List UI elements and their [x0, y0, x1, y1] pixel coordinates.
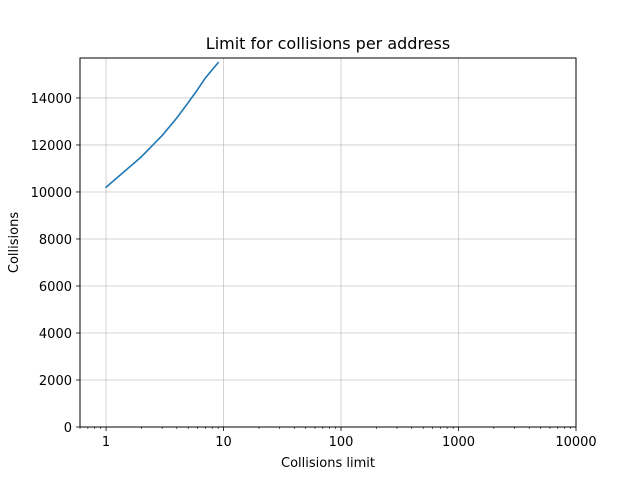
y-tick-label: 10000 [31, 186, 72, 201]
x-tick-label: 10000 [555, 435, 596, 450]
plot-frame [79, 57, 577, 428]
y-tick-label: 2000 [39, 374, 72, 389]
y-tick-label: 8000 [39, 233, 72, 248]
series-layer [104, 61, 220, 189]
y-tick-label: 12000 [31, 139, 72, 154]
ticks: 1 10 100 1000 10000 0 2000 4000 6000 8000 10000 120… [31, 92, 597, 450]
x-tick-label: 10 [215, 435, 232, 450]
chart-title: Limit for collisions per address [206, 34, 450, 53]
x-tick-label: 1000 [442, 435, 475, 450]
series-line [104, 61, 220, 189]
x-tick-label: 100 [329, 435, 354, 450]
x-tick-label: 1 [102, 435, 110, 450]
y-axis-label: Collisions [7, 212, 22, 273]
y-tick-label: 0 [64, 421, 72, 436]
x-axis-label: Collisions limit [281, 456, 375, 471]
y-tick-label: 6000 [39, 280, 72, 295]
y-tick-label: 4000 [39, 327, 72, 342]
y-tick-label: 14000 [31, 92, 72, 107]
